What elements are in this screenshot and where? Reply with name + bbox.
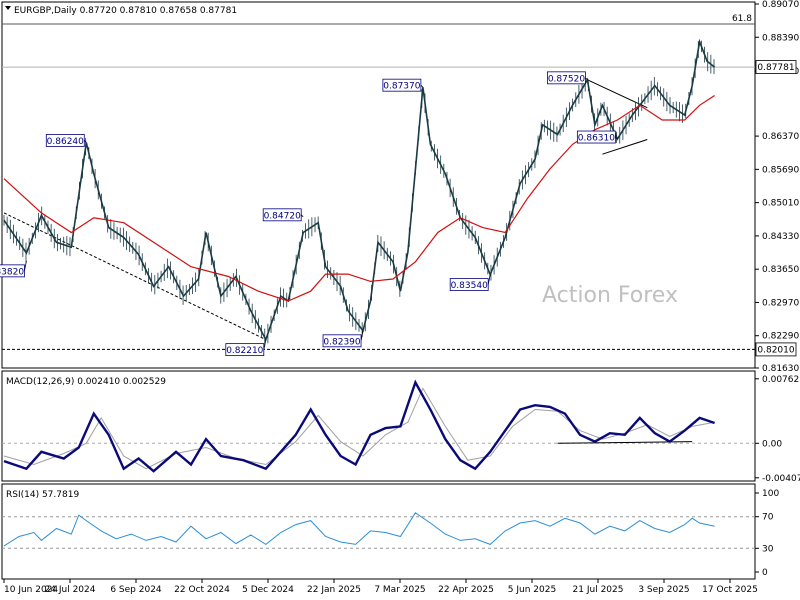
time-axis-label: 5 Dec 2024 <box>242 585 294 595</box>
time-axis-label: 10 Jun 2024 <box>4 585 58 595</box>
swing-label-box <box>382 78 422 92</box>
time-axis-label: 22 Apr 2025 <box>438 585 494 595</box>
macd-axis: 0.007623 0.00 -0.004073 <box>755 375 800 484</box>
price-axis-tick-label: 0.81630 <box>762 364 799 374</box>
price-axis-tick-label: 0.86370 <box>762 132 799 142</box>
fib-level-label: 61.8 <box>732 14 752 24</box>
price-axis-tick-label: 0.82970 <box>762 298 799 308</box>
time-axis-label: 6 Sep 2024 <box>110 585 162 595</box>
trend-line <box>587 79 648 109</box>
swing-label: 0.87370 <box>383 82 420 92</box>
time-axis-label: 5 Jun 2025 <box>508 585 556 595</box>
current-price-tag-box <box>755 60 797 74</box>
watermark-text: Action Forex <box>542 283 678 308</box>
time-axis-label: 24 Jul 2024 <box>45 585 96 595</box>
time-axis-label: 22 Oct 2024 <box>174 585 230 595</box>
price-axis-tick-label: 0.89070 <box>762 0 799 10</box>
rsi-axis-tick-label: 100 <box>762 489 779 499</box>
time-axis-label: 3 Sep 2025 <box>638 585 689 595</box>
chart-header: EURGBP,Daily 0.87720 0.87810 0.87658 0.8… <box>5 6 237 16</box>
swing-label: 0.82390 <box>323 337 360 347</box>
macd-main-line <box>3 379 715 473</box>
price-axis-tick-label: 0.82290 <box>762 332 799 342</box>
swing-label-box <box>547 71 586 85</box>
rsi-label: RSI(14) 57.7819 <box>6 490 79 500</box>
macd-panel-frame <box>1 370 756 482</box>
swing-label: 0.87520 <box>548 74 585 84</box>
swing-label-box <box>0 264 25 278</box>
swing-label: 0.83540 <box>451 281 488 291</box>
current-price-value: 0.87781 <box>757 63 794 73</box>
rsi-axis-tick-label: 0 <box>762 568 768 578</box>
rsi-line <box>3 512 715 547</box>
rsi-axis: 100 70 30 0 <box>755 489 779 578</box>
macd-axis-tick-label: 0.007623 <box>762 375 800 385</box>
swing-label: 0.86310 <box>578 134 615 144</box>
rsi-axis-tick-label: 30 <box>762 544 774 554</box>
price-panel-frame <box>1 1 756 369</box>
macd-axis-tick-label: 0.00 <box>762 439 782 449</box>
price-axis-tick-label: 0.85010 <box>762 199 799 209</box>
current-price-tag: 0.87781 <box>755 60 797 74</box>
price-axis-tick-label: 0.85690 <box>762 165 799 175</box>
support-tag: 0.82010 <box>755 342 797 357</box>
trend-lines <box>3 79 648 341</box>
swing-label-box <box>262 208 302 222</box>
chevron-down-icon <box>5 6 11 10</box>
swing-label: 0.82210 <box>226 346 263 356</box>
trend-line <box>3 212 267 341</box>
swing-label-box <box>225 343 265 357</box>
price-axis-tick-label: 0.83650 <box>762 265 799 275</box>
time-axis-label: 17 Oct 2025 <box>702 585 758 595</box>
swing-label: 0.86240 <box>47 137 84 147</box>
trend-line <box>602 139 648 155</box>
rsi-panel-frame <box>1 483 756 580</box>
time-axis-label: 7 Mar 2025 <box>374 585 425 595</box>
support-tag-box <box>755 342 797 357</box>
moving-average-line <box>3 94 715 302</box>
support-level-value: 0.82010 <box>757 345 794 355</box>
price-axis-tick-label: 0.84330 <box>762 232 799 242</box>
macd-axis-tick-label: -0.004073 <box>762 474 800 484</box>
swing-label-box <box>576 130 616 144</box>
macd-label: MACD(12,26,9) 0.002410 0.002529 <box>6 377 166 387</box>
price-axis-tick-label: 0.88390 <box>762 33 799 43</box>
swing-label-box <box>449 278 489 291</box>
swing-label-box <box>45 134 85 147</box>
swing-label-box <box>322 334 362 348</box>
price-series-line <box>3 38 716 342</box>
chart-header-text: EURGBP,Daily 0.87720 0.87810 0.87658 0.8… <box>14 6 237 16</box>
macd-signal-line <box>3 387 715 470</box>
fib-level: 61.8 <box>2 14 755 25</box>
rsi-axis-tick-label: 70 <box>762 513 774 523</box>
swing-label: 0.84720 <box>264 211 301 221</box>
time-axis-label: 21 Jul 2025 <box>573 585 624 595</box>
time-axis-label: 22 Jan 2025 <box>307 585 361 595</box>
